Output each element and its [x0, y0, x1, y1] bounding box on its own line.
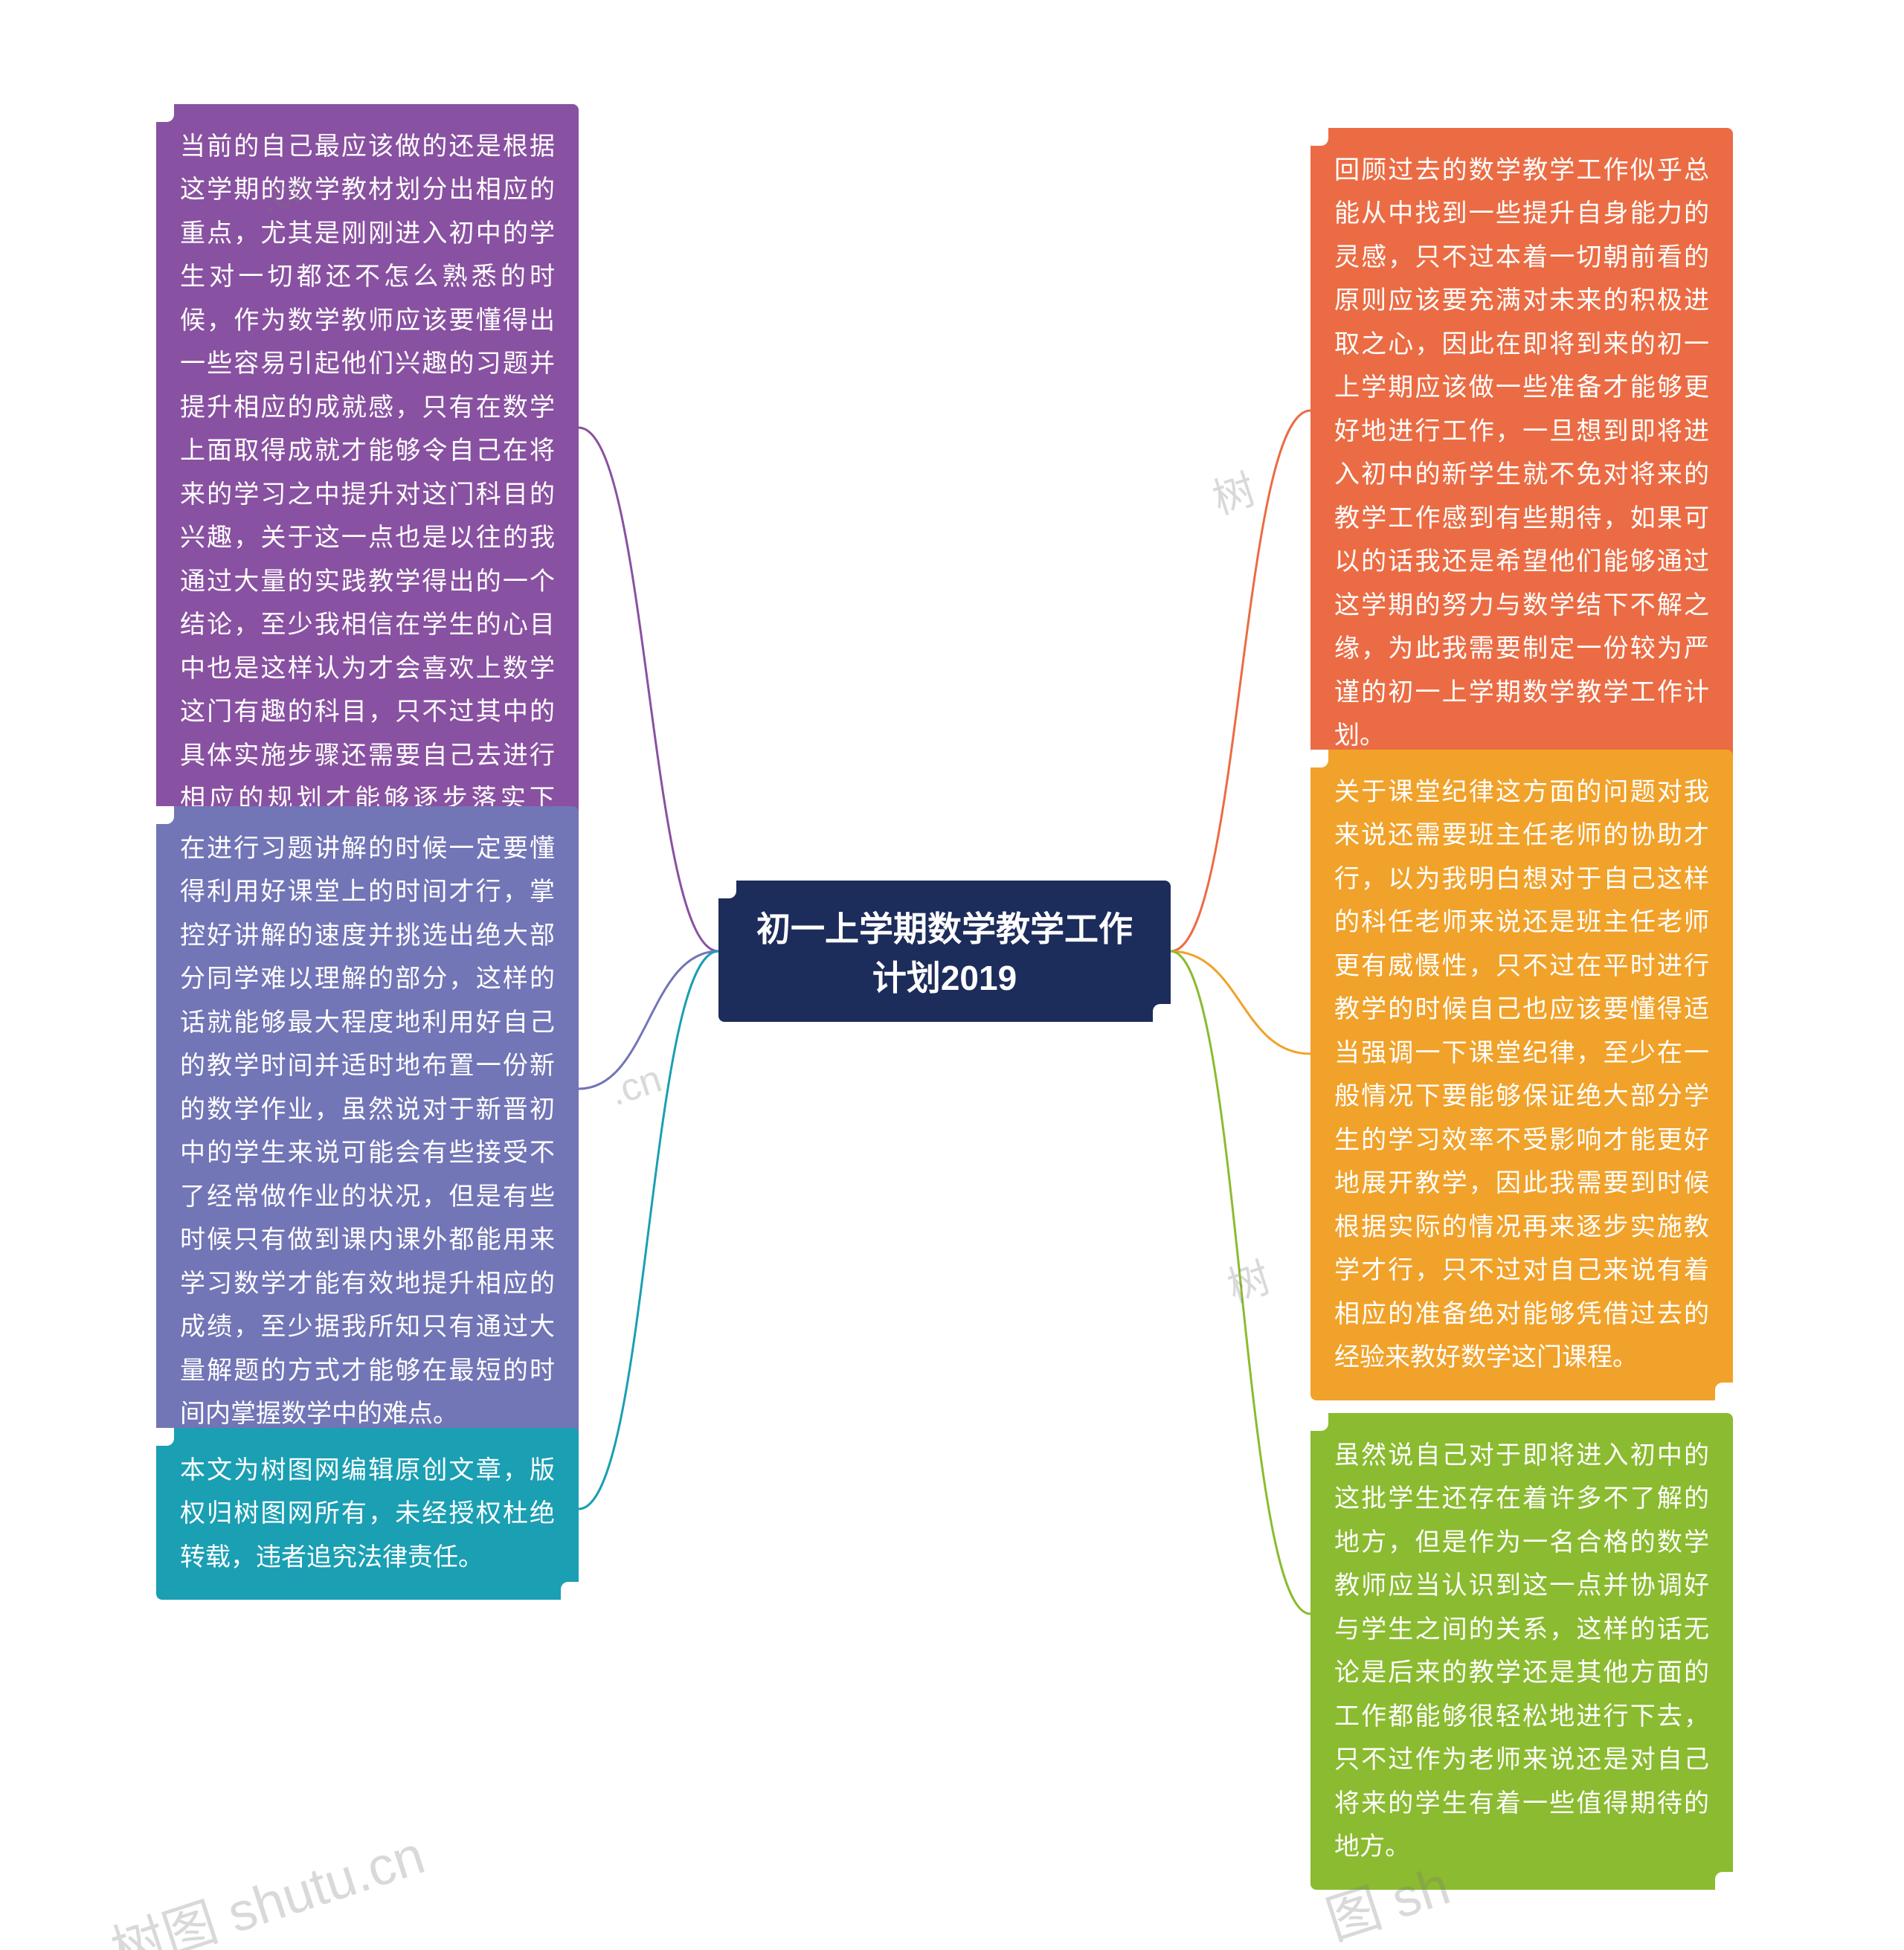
watermark-text: .cn [604, 1057, 667, 1116]
branch-text: 当前的自己最应该做的还是根据这学期的数学教材划分出相应的重点，尤其是刚刚进入初中… [180, 125, 555, 864]
mindmap-canvas: 初一上学期数学教学工作 计划2019 当前的自己最应该做的还是根据这学期的数学教… [0, 0, 1904, 1950]
center-title-line1: 初一上学期数学教学工作 [756, 902, 1133, 951]
corner-notch [1715, 1383, 1733, 1400]
branch-text: 虽然说自己对于即将进入初中的这批学生还存在着许多不了解的地方，但是作为一名合格的… [1334, 1434, 1709, 1869]
branch-text: 在进行习题讲解的时候一定要懂得利用好课堂上的时间才行，掌控好讲解的速度并挑选出绝… [180, 827, 555, 1436]
branch-text: 回顾过去的数学教学工作似乎总能从中找到一些提升自身能力的灵感，只不过本着一切朝前… [1334, 149, 1709, 758]
branch-text: 关于课堂纪律这方面的问题对我来说还需要班主任老师的协助才行，以为我明白想对于自己… [1334, 770, 1709, 1380]
corner-notch [1310, 1413, 1328, 1431]
branch-left-1: 当前的自己最应该做的还是根据这学期的数学教材划分出相应的重点，尤其是刚刚进入初中… [156, 104, 579, 885]
corner-notch [156, 104, 174, 122]
corner-notch [1715, 1872, 1733, 1890]
corner-notch [718, 881, 736, 898]
branch-left-2: 在进行习题讲解的时候一定要懂得利用好课堂上的时间才行，掌控好讲解的速度并挑选出绝… [156, 806, 579, 1457]
corner-notch [1153, 1004, 1171, 1022]
corner-notch [1310, 128, 1328, 146]
branch-right-2: 关于课堂纪律这方面的问题对我来说还需要班主任老师的协助才行，以为我明白想对于自己… [1310, 750, 1733, 1400]
corner-notch [561, 1582, 579, 1600]
branch-right-1: 回顾过去的数学教学工作似乎总能从中找到一些提升自身能力的灵感，只不过本着一切朝前… [1310, 128, 1733, 779]
center-title-line2: 计划2019 [756, 951, 1133, 1000]
corner-notch [156, 1428, 174, 1446]
branch-text: 本文为树图网编辑原创文章，版权归树图网所有，未经授权杜绝转载，违者追究法律责任。 [180, 1449, 555, 1579]
branch-right-3: 虽然说自己对于即将进入初中的这批学生还存在着许多不了解的地方，但是作为一名合格的… [1310, 1413, 1733, 1890]
corner-notch [1310, 750, 1328, 768]
watermark-text: 树 [1219, 1244, 1277, 1314]
watermark-text: 树 [1204, 456, 1262, 526]
watermark-text: 树图 shutu.cn [100, 1811, 432, 1950]
center-title: 初一上学期数学教学工作 计划2019 [756, 902, 1133, 1000]
corner-notch [156, 806, 174, 824]
branch-left-3: 本文为树图网编辑原创文章，版权归树图网所有，未经授权杜绝转载，违者追究法律责任。 [156, 1428, 579, 1600]
center-topic: 初一上学期数学教学工作 计划2019 [718, 881, 1171, 1022]
